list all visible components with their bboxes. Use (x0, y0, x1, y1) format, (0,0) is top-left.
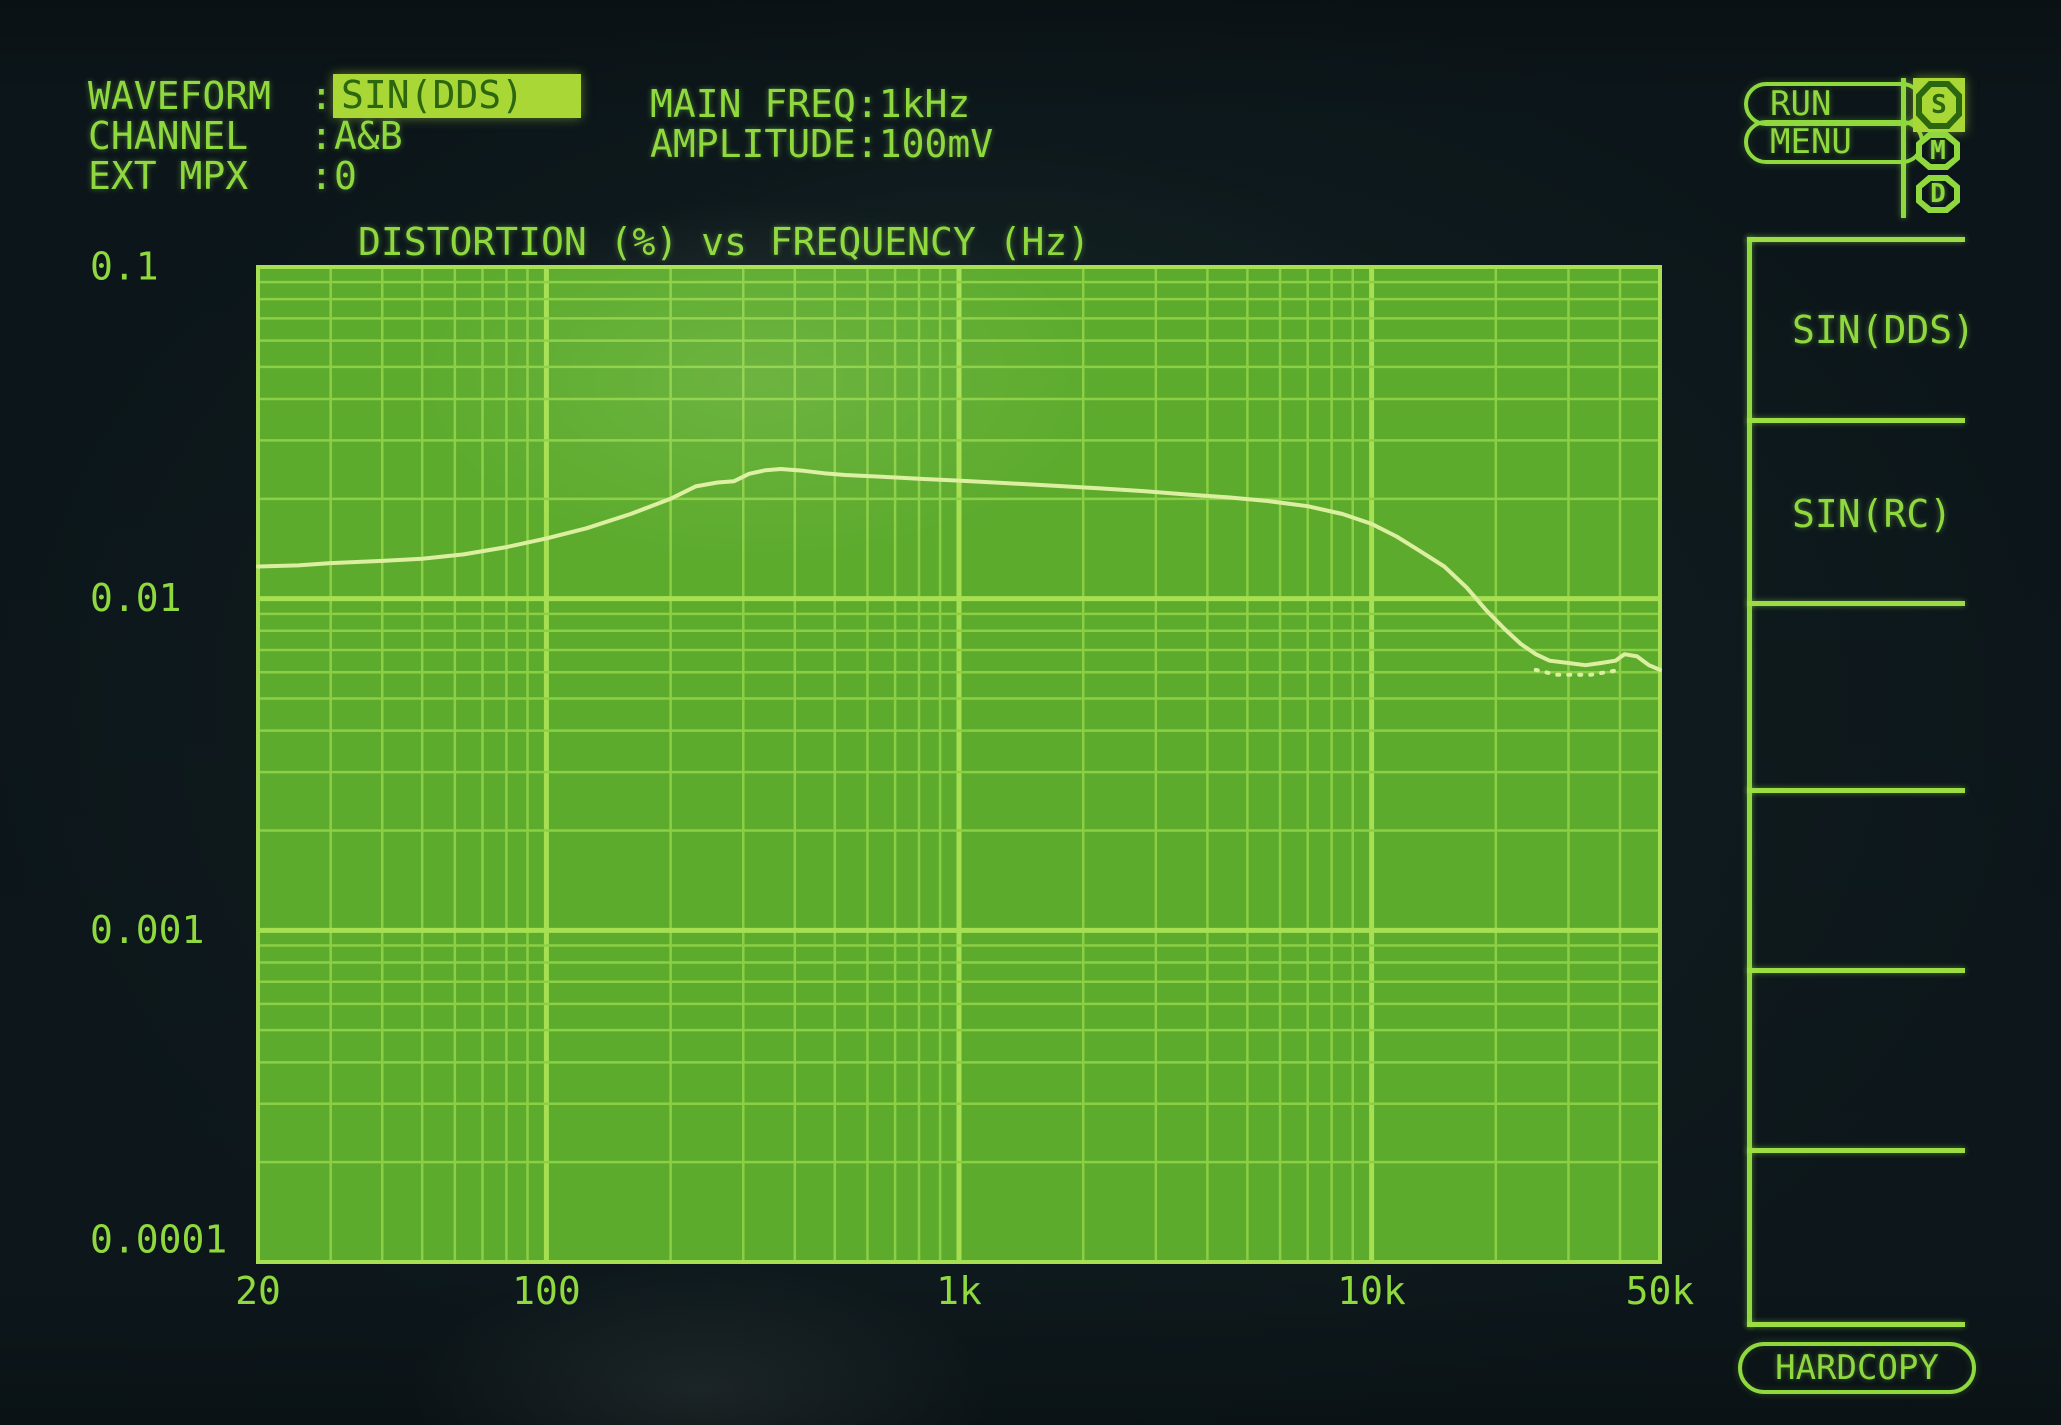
svg-text:10k: 10k (1337, 1269, 1406, 1313)
s-badge-letter: S (1931, 90, 1947, 120)
svg-text:50k: 50k (1626, 1269, 1695, 1313)
status-badge-m: M (1916, 132, 1960, 170)
softkey-divider (1747, 1148, 1965, 1153)
svg-text:0.001: 0.001 (90, 908, 204, 952)
svg-text:0.01: 0.01 (90, 576, 182, 620)
menu-button-label: MENU (1770, 122, 1852, 162)
softkey-divider (1747, 237, 1965, 242)
waveform-value-selected[interactable]: SIN(DDS) (333, 74, 581, 118)
svg-text:1k: 1k (936, 1269, 982, 1313)
waveform-colon: : (310, 74, 333, 118)
svg-text:100: 100 (512, 1269, 581, 1313)
m-badge-letter: M (1930, 136, 1946, 166)
softkey-divider (1747, 788, 1965, 793)
channel-colon: : (310, 114, 333, 158)
waveform-label: WAVEFORM (88, 74, 272, 118)
softkey-3[interactable] (1747, 604, 1967, 788)
chart-title: DISTORTION (%) vs FREQUENCY (Hz) (358, 220, 1091, 264)
ext-mpx-value[interactable]: 0 (334, 154, 357, 198)
softkey-label-sin-rc: SIN(RC) (1792, 492, 1953, 536)
channel-label: CHANNEL (88, 114, 249, 158)
softkey-divider (1747, 601, 1965, 606)
ext-mpx-label: EXT MPX (88, 154, 249, 198)
amplitude-readout: AMPLITUDE:100mV (650, 122, 994, 166)
m-badge-octagon: M (1916, 132, 1960, 170)
softkey-divider (1747, 418, 1965, 423)
s-badge-octagon: S (1916, 81, 1962, 129)
status-badge-s: S (1913, 78, 1965, 132)
distortion-chart: 20 100 1k 10k 50k 0.1 0.01 0.001 0.0001 (90, 245, 1695, 1314)
waveform-value: SIN(DDS) (341, 73, 525, 117)
badge-separator-line (1901, 78, 1906, 218)
softkey-6[interactable] (1747, 1151, 1967, 1322)
softkey-rail-line (1747, 237, 1752, 1327)
d-badge-octagon: D (1916, 175, 1960, 213)
menu-button[interactable]: MENU (1744, 120, 1924, 164)
run-button-label: RUN (1770, 84, 1832, 124)
svg-text:20: 20 (235, 1269, 281, 1313)
softkey-5[interactable] (1747, 971, 1967, 1148)
channel-value[interactable]: A&B (334, 114, 403, 158)
ext-mpx-colon: : (310, 154, 333, 198)
svg-text:0.1: 0.1 (90, 245, 159, 289)
status-badge-d: D (1916, 175, 1960, 213)
softkey-divider (1747, 968, 1965, 973)
main-freq-readout: MAIN FREQ:1kHz (650, 82, 971, 126)
softkey-4[interactable] (1747, 791, 1967, 968)
hardcopy-button-label: HARDCOPY (1775, 1348, 1939, 1388)
softkey-divider (1747, 1322, 1965, 1327)
d-badge-letter: D (1930, 179, 1946, 209)
softkey-label-sin-dds: SIN(DDS) (1792, 308, 1976, 352)
hardcopy-button[interactable]: HARDCOPY (1738, 1342, 1976, 1394)
svg-text:0.0001: 0.0001 (90, 1218, 227, 1262)
